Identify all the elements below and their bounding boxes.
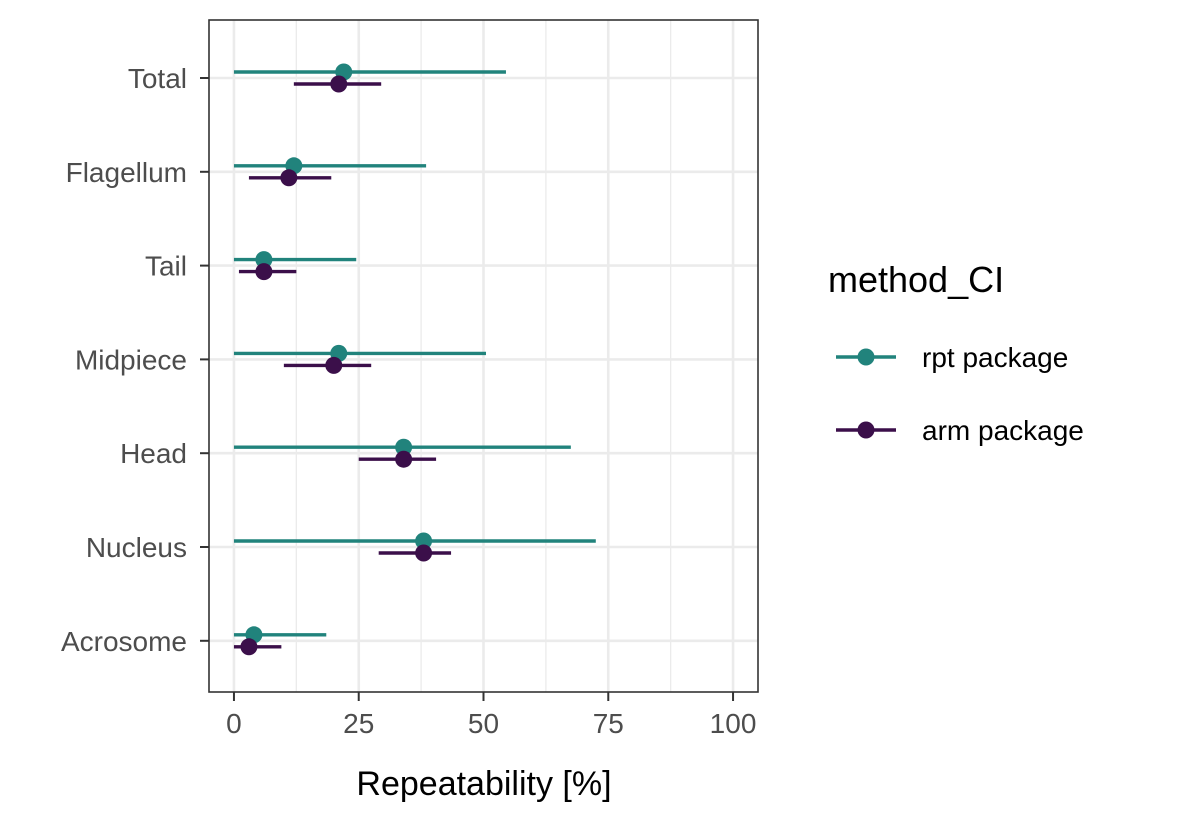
estimate-point-1 xyxy=(325,356,343,374)
legend-key-point xyxy=(857,348,875,366)
estimate-point-0 xyxy=(415,532,433,550)
x-tick-label: 100 xyxy=(710,708,757,739)
x-tick-label: 25 xyxy=(343,708,374,739)
estimate-point-1 xyxy=(255,263,273,281)
legend-label: rpt package xyxy=(922,342,1068,373)
estimate-point-0 xyxy=(255,251,273,269)
y-tick-label: Midpiece xyxy=(75,344,187,375)
estimate-point-1 xyxy=(240,638,258,656)
grid xyxy=(209,20,758,692)
estimate-point-1 xyxy=(395,450,413,468)
axes: Total Flagellum Tail Midpiece Head Nucleus Acr… xyxy=(61,63,756,739)
y-tick-label: Tail xyxy=(145,251,187,282)
x-axis-title: Repeatability [%] xyxy=(356,765,611,803)
y-tick-label: Acrosome xyxy=(61,626,187,657)
estimate-point-1 xyxy=(330,75,348,93)
legend-label: arm package xyxy=(922,415,1084,446)
legend: method_CI rpt package arm package xyxy=(828,259,1084,446)
data-marks xyxy=(233,63,596,656)
y-tick-label: Nucleus xyxy=(86,532,187,563)
legend-title: method_CI xyxy=(828,259,1004,300)
y-tick-label: Head xyxy=(120,438,187,469)
estimate-point-0 xyxy=(395,438,413,456)
legend-key-point xyxy=(857,421,875,439)
estimate-point-1 xyxy=(415,544,433,562)
x-tick-label: 0 xyxy=(226,708,242,739)
x-tick-label: 75 xyxy=(593,708,624,739)
estimate-point-1 xyxy=(280,169,298,187)
x-tick-label: 50 xyxy=(468,708,499,739)
y-tick-label: Total xyxy=(128,63,187,94)
y-tick-label: Flagellum xyxy=(66,157,187,188)
